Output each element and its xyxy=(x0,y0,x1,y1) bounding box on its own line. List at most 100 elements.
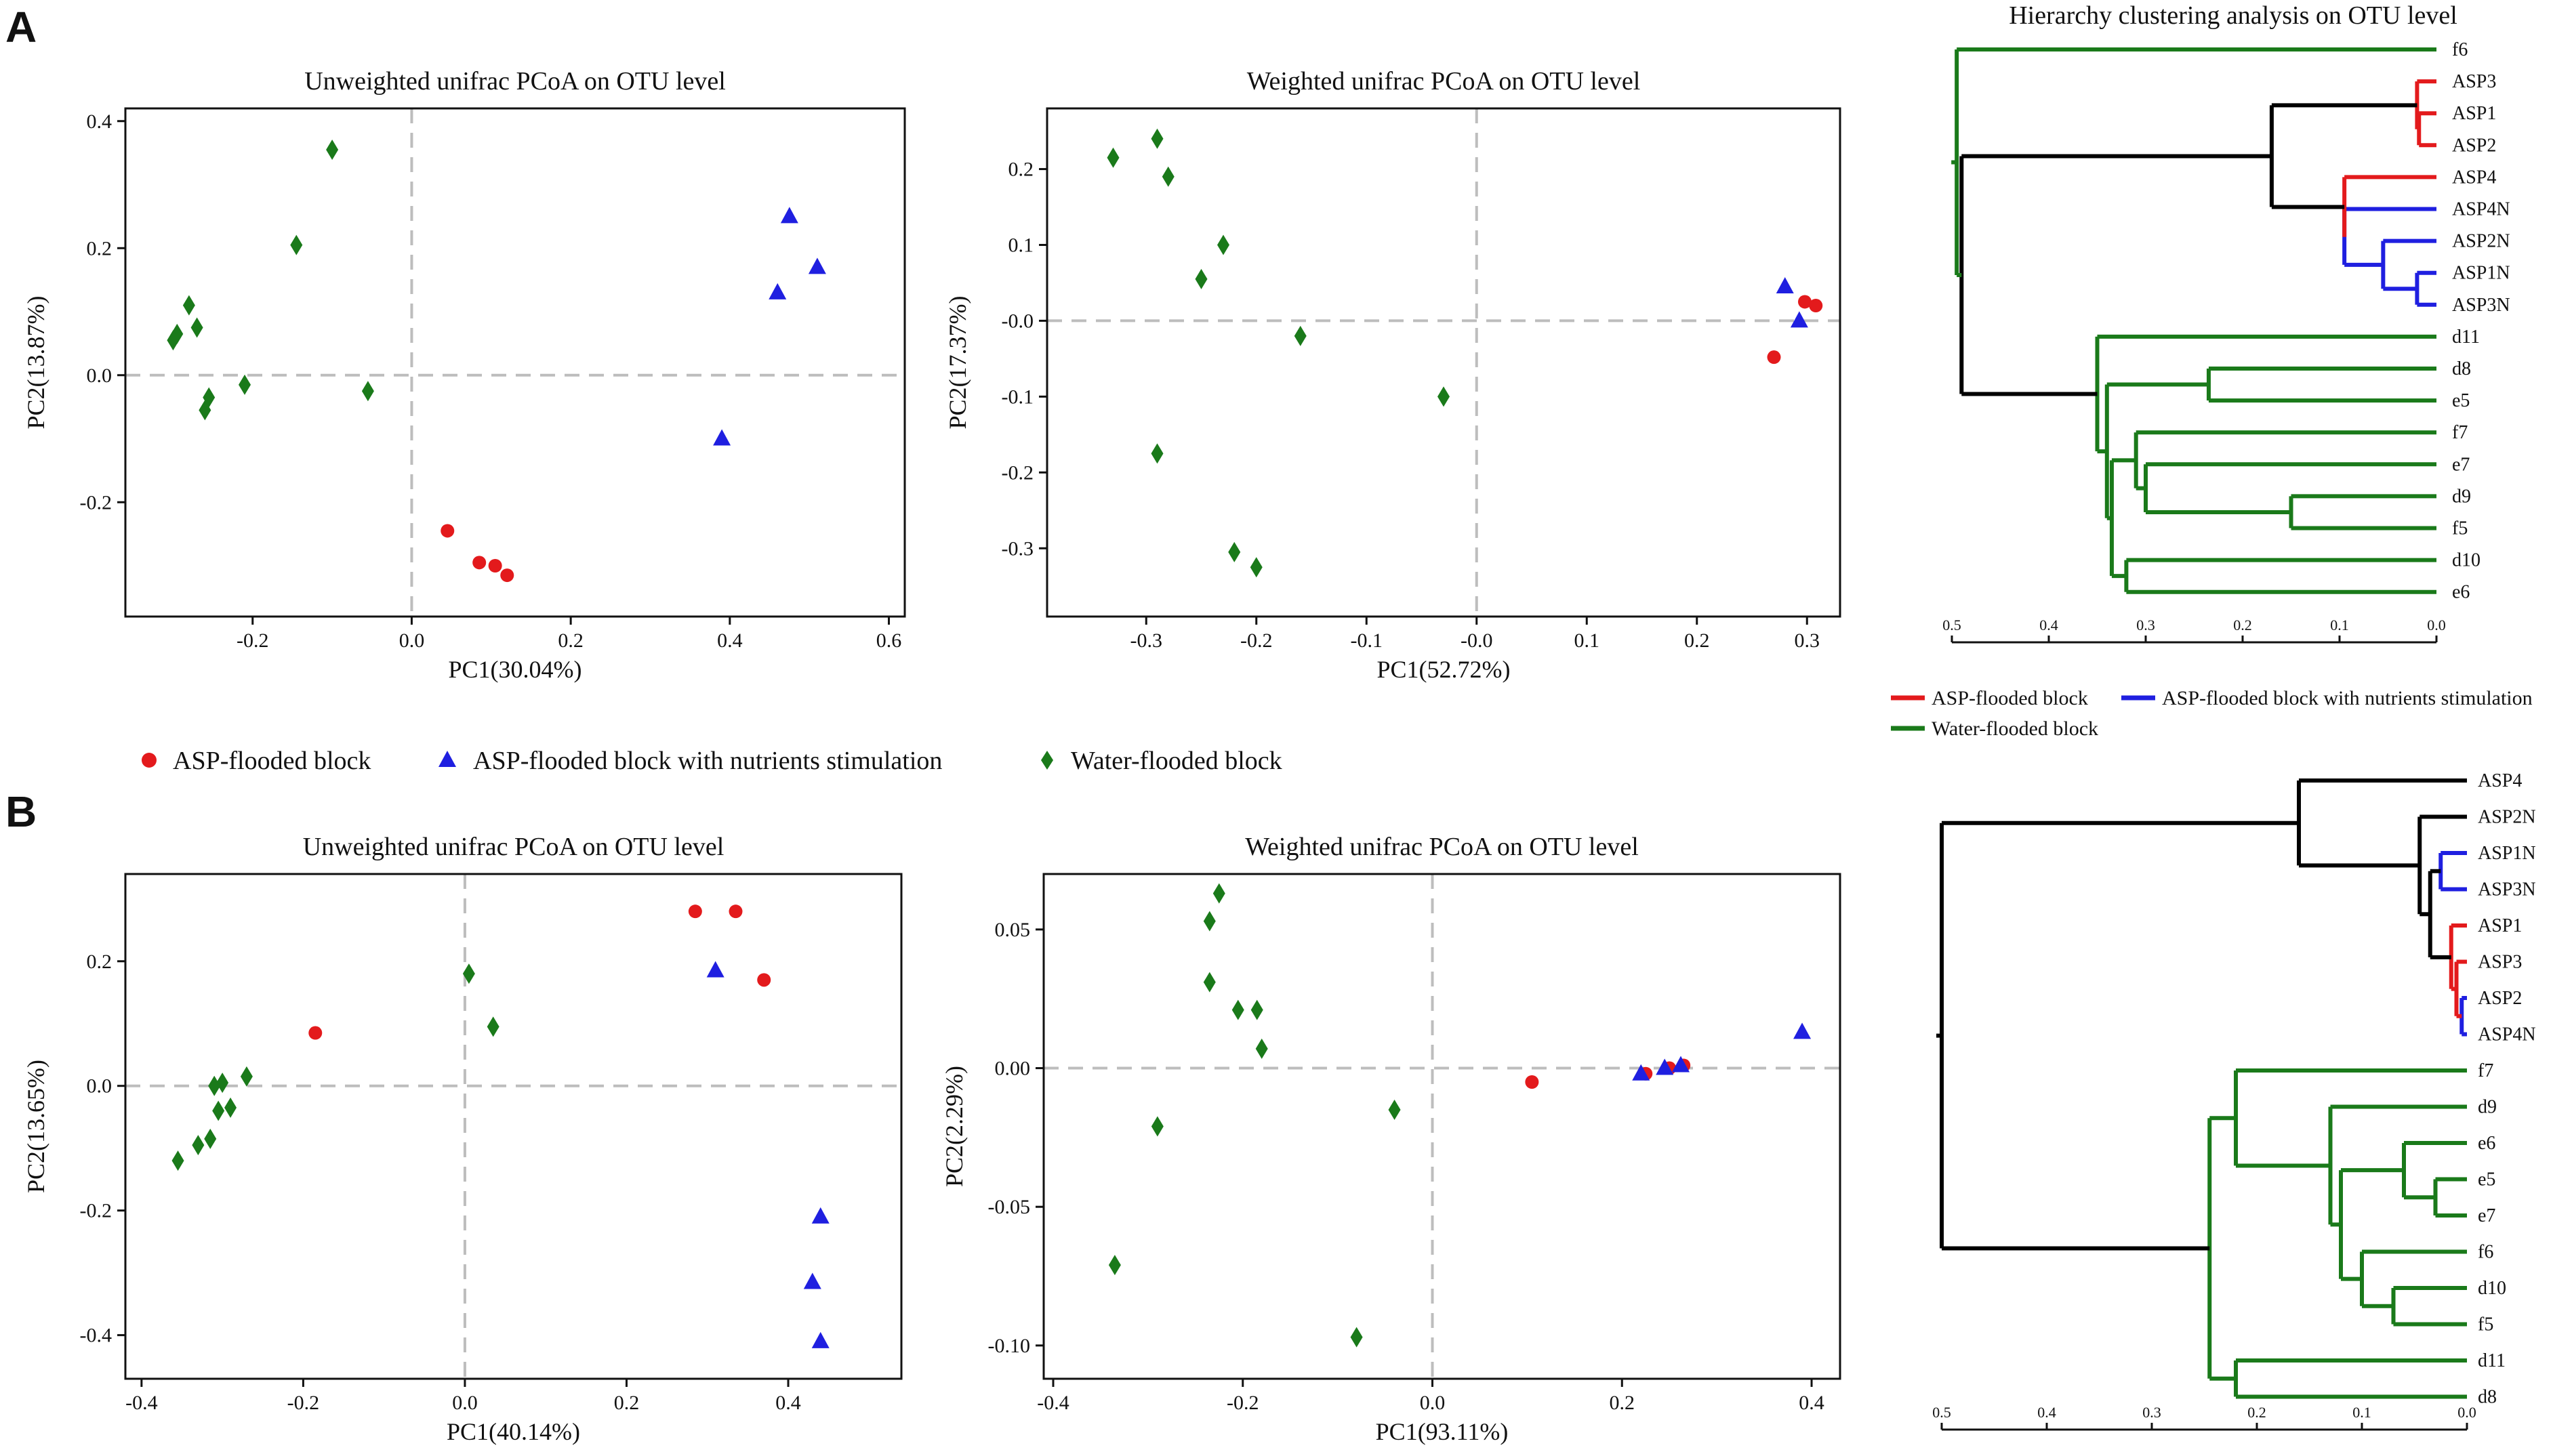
data-point-water xyxy=(1212,883,1225,904)
data-point-water xyxy=(1255,1038,1268,1059)
data-point-water xyxy=(326,139,339,160)
data-point-water xyxy=(167,330,180,351)
leaf-label: d9 xyxy=(2478,1097,2497,1118)
x-tick-label: -0.0 xyxy=(1461,629,1493,652)
plot-frame xyxy=(124,873,903,1380)
data-point-water xyxy=(1107,147,1120,168)
y-tick-label: 0.00 xyxy=(995,1058,1031,1080)
data-point-water xyxy=(182,295,195,316)
data-point-water xyxy=(462,963,475,984)
x-tick-label: 0.1 xyxy=(1574,629,1600,652)
data-point-water xyxy=(199,400,211,421)
leaf-label: f7 xyxy=(2452,422,2468,443)
dendrogram-tick-label: 0.1 xyxy=(2352,1404,2371,1421)
legend-marker-aspn xyxy=(438,751,456,767)
data-point-water xyxy=(240,1066,253,1087)
x-axis-label: PC1(93.11%) xyxy=(1376,1418,1509,1445)
dendrogram-tick-label: 0.5 xyxy=(1942,617,1961,633)
leaf-label: ASP1 xyxy=(2478,915,2522,936)
data-point-aspn xyxy=(1672,1056,1690,1073)
leaf-label: ASP4N xyxy=(2452,199,2510,220)
x-tick-label: -0.2 xyxy=(237,629,269,652)
data-point-aspn xyxy=(1790,311,1808,328)
dendro-legend-water: Water-flooded block xyxy=(1932,717,2098,740)
data-point-water xyxy=(1217,234,1229,255)
plot-title: Weighted unifrac PCoA on OTU level xyxy=(1247,67,1641,96)
leaf-label: ASP2N xyxy=(2478,807,2536,828)
leaf-label: ASP1N xyxy=(2478,843,2536,864)
leaf-label: d11 xyxy=(2478,1350,2506,1371)
data-point-asp xyxy=(1525,1075,1539,1089)
dendrogram-tick-label: 0.1 xyxy=(2330,617,2349,633)
data-point-aspn xyxy=(780,207,798,224)
data-point-asp xyxy=(472,556,487,570)
x-tick-label: 0.6 xyxy=(876,629,902,652)
x-axis-label: PC1(30.04%) xyxy=(449,656,582,683)
data-point-water xyxy=(1250,999,1263,1020)
plot-title: Unweighted unifrac PCoA on OTU level xyxy=(304,67,726,96)
x-axis-label: PC1(52.72%) xyxy=(1377,656,1511,683)
leaf-label: ASP3 xyxy=(2478,952,2522,973)
y-tick-label: -0.10 xyxy=(988,1335,1031,1357)
panel-letter-a: A xyxy=(5,3,37,51)
legend-asp: ASP-flooded block xyxy=(173,747,371,775)
legend-marker-water xyxy=(1041,751,1053,770)
plot-title: Unweighted unifrac PCoA on OTU level xyxy=(303,833,724,861)
x-tick-label: 0.4 xyxy=(1799,1392,1824,1414)
plot-a-weighted: Weighted unifrac PCoA on OTU level -0.3 -0… xyxy=(944,67,1841,683)
dendrogram-title: Hierarchy clustering analysis on OTU lev… xyxy=(2009,1,2457,30)
data-point-water xyxy=(216,1073,229,1094)
y-tick-label: 0.2 xyxy=(87,951,113,973)
leaf-label: d8 xyxy=(2478,1387,2497,1408)
data-point-aspn xyxy=(1656,1058,1674,1075)
data-point-water xyxy=(1195,268,1208,289)
plot-b-unweighted: Unweighted unifrac PCoA on OTU level -0.4… xyxy=(22,833,903,1445)
dendro-legend-aspn: ASP-flooded block with nutrients stimula… xyxy=(2162,687,2533,709)
x-tick-label: -0.2 xyxy=(1240,629,1273,652)
y-tick-label: 0.2 xyxy=(87,237,113,259)
leaf-label: e6 xyxy=(2452,582,2470,603)
plot-frame xyxy=(1042,873,1841,1380)
leaf-label: ASP3N xyxy=(2452,295,2510,316)
leaf-label: f7 xyxy=(2478,1060,2493,1081)
y-tick-label: -0.3 xyxy=(1002,537,1034,560)
data-point-asp xyxy=(1767,350,1781,365)
dendrogram-b: ASP4 ASP2N ASP1N ASP3N ASP1 ASP3 ASP2 ASP4N f7 d9… xyxy=(1932,770,2536,1431)
data-point-asp xyxy=(500,568,514,583)
data-point-aspn xyxy=(1793,1022,1812,1039)
x-tick-label: -0.2 xyxy=(287,1392,320,1414)
data-point-aspn xyxy=(706,961,724,978)
x-tick-label: 0.2 xyxy=(614,1392,640,1414)
data-point-water xyxy=(212,1100,225,1121)
scatter-legend: ASP-flooded block ASP-flooded block with… xyxy=(142,747,1282,775)
data-point-water xyxy=(487,1016,499,1037)
data-point-water xyxy=(1203,911,1216,932)
leaf-label: d8 xyxy=(2452,358,2471,379)
leaf-label: e7 xyxy=(2478,1205,2495,1226)
y-tick-label: -0.1 xyxy=(1002,386,1034,408)
data-point-asp xyxy=(1809,299,1823,313)
x-tick-label: 0.0 xyxy=(1420,1392,1446,1414)
y-tick-label: 0.2 xyxy=(1008,159,1034,181)
dendrogram-tick-label: 0.4 xyxy=(2039,617,2058,633)
plot-a-unweighted: Unweighted unifrac PCoA on OTU level -0.2… xyxy=(22,67,906,683)
data-point-water xyxy=(1151,128,1164,149)
y-axis-label: PC2(13.65%) xyxy=(22,1060,49,1193)
x-tick-label: -0.2 xyxy=(1227,1392,1259,1414)
data-point-water xyxy=(1350,1327,1363,1348)
leaf-label: d11 xyxy=(2452,327,2480,348)
leaf-label: ASP4 xyxy=(2452,167,2496,188)
leaf-label: ASP4 xyxy=(2478,770,2522,791)
data-point-water xyxy=(208,1075,221,1096)
data-point-asp xyxy=(757,973,771,987)
x-axis-label: PC1(40.14%) xyxy=(447,1418,580,1445)
data-point-asp xyxy=(729,904,743,919)
y-tick-label: -0.05 xyxy=(988,1196,1031,1218)
leaf-label: d10 xyxy=(2478,1278,2506,1299)
data-point-asp xyxy=(308,1026,323,1040)
legend-aspn: ASP-flooded block with nutrients stimula… xyxy=(473,747,942,775)
plot-frame xyxy=(1046,107,1841,618)
data-point-water xyxy=(224,1097,237,1118)
y-axis-label: PC2(13.87%) xyxy=(22,296,49,430)
